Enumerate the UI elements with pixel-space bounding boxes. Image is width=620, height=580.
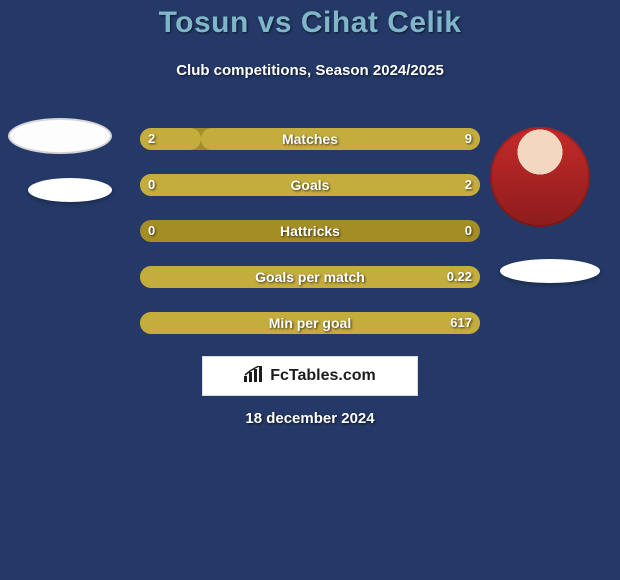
comparison-row: Hattricks0 0: [140, 220, 480, 242]
right-player-avatar: [490, 127, 590, 227]
brand-text: FcTables.com: [270, 367, 376, 385]
title-text: Tosun vs Cihat Celik: [159, 6, 462, 39]
right-player-shadow: [500, 259, 600, 283]
chart-bars-icon: [244, 366, 264, 387]
bar-value-left: 0: [148, 174, 155, 196]
date-line: 18 december 2024: [0, 410, 620, 427]
subtitle-text: Club competitions, Season 2024/2025: [176, 62, 444, 79]
bar-label: Min per goal: [140, 312, 480, 334]
bar-value-right: 2: [465, 174, 472, 196]
left-player-shadow: [28, 178, 112, 202]
bar-label: Hattricks: [140, 220, 480, 242]
comparison-infographic: Tosun vs Cihat Celik Club competitions, …: [0, 0, 620, 580]
comparison-row: Goals per match0.22: [140, 266, 480, 288]
bar-value-right: 0: [465, 220, 472, 242]
left-player-avatar: [8, 118, 112, 154]
bar-value-left: 0: [148, 220, 155, 242]
brand-badge: FcTables.com: [202, 356, 418, 396]
bar-label: Goals per match: [140, 266, 480, 288]
bar-value-right: 0.22: [447, 266, 472, 288]
comparison-row: Min per goal617: [140, 312, 480, 334]
bar-value-right: 9: [465, 128, 472, 150]
comparison-bars: Matches29Goals02Hattricks00Goals per mat…: [140, 128, 480, 358]
bar-value-left: 2: [148, 128, 155, 150]
comparison-row: Goals0 2: [140, 174, 480, 196]
bar-label: Goals: [140, 174, 480, 196]
comparison-row: Matches2 9: [140, 128, 480, 150]
date-text: 18 december 2024: [245, 410, 374, 427]
subtitle: Club competitions, Season 2024/2025: [0, 62, 620, 79]
bar-label: Matches: [140, 128, 480, 150]
bar-value-right: 617: [450, 312, 472, 334]
page-title: Tosun vs Cihat Celik: [0, 6, 620, 40]
